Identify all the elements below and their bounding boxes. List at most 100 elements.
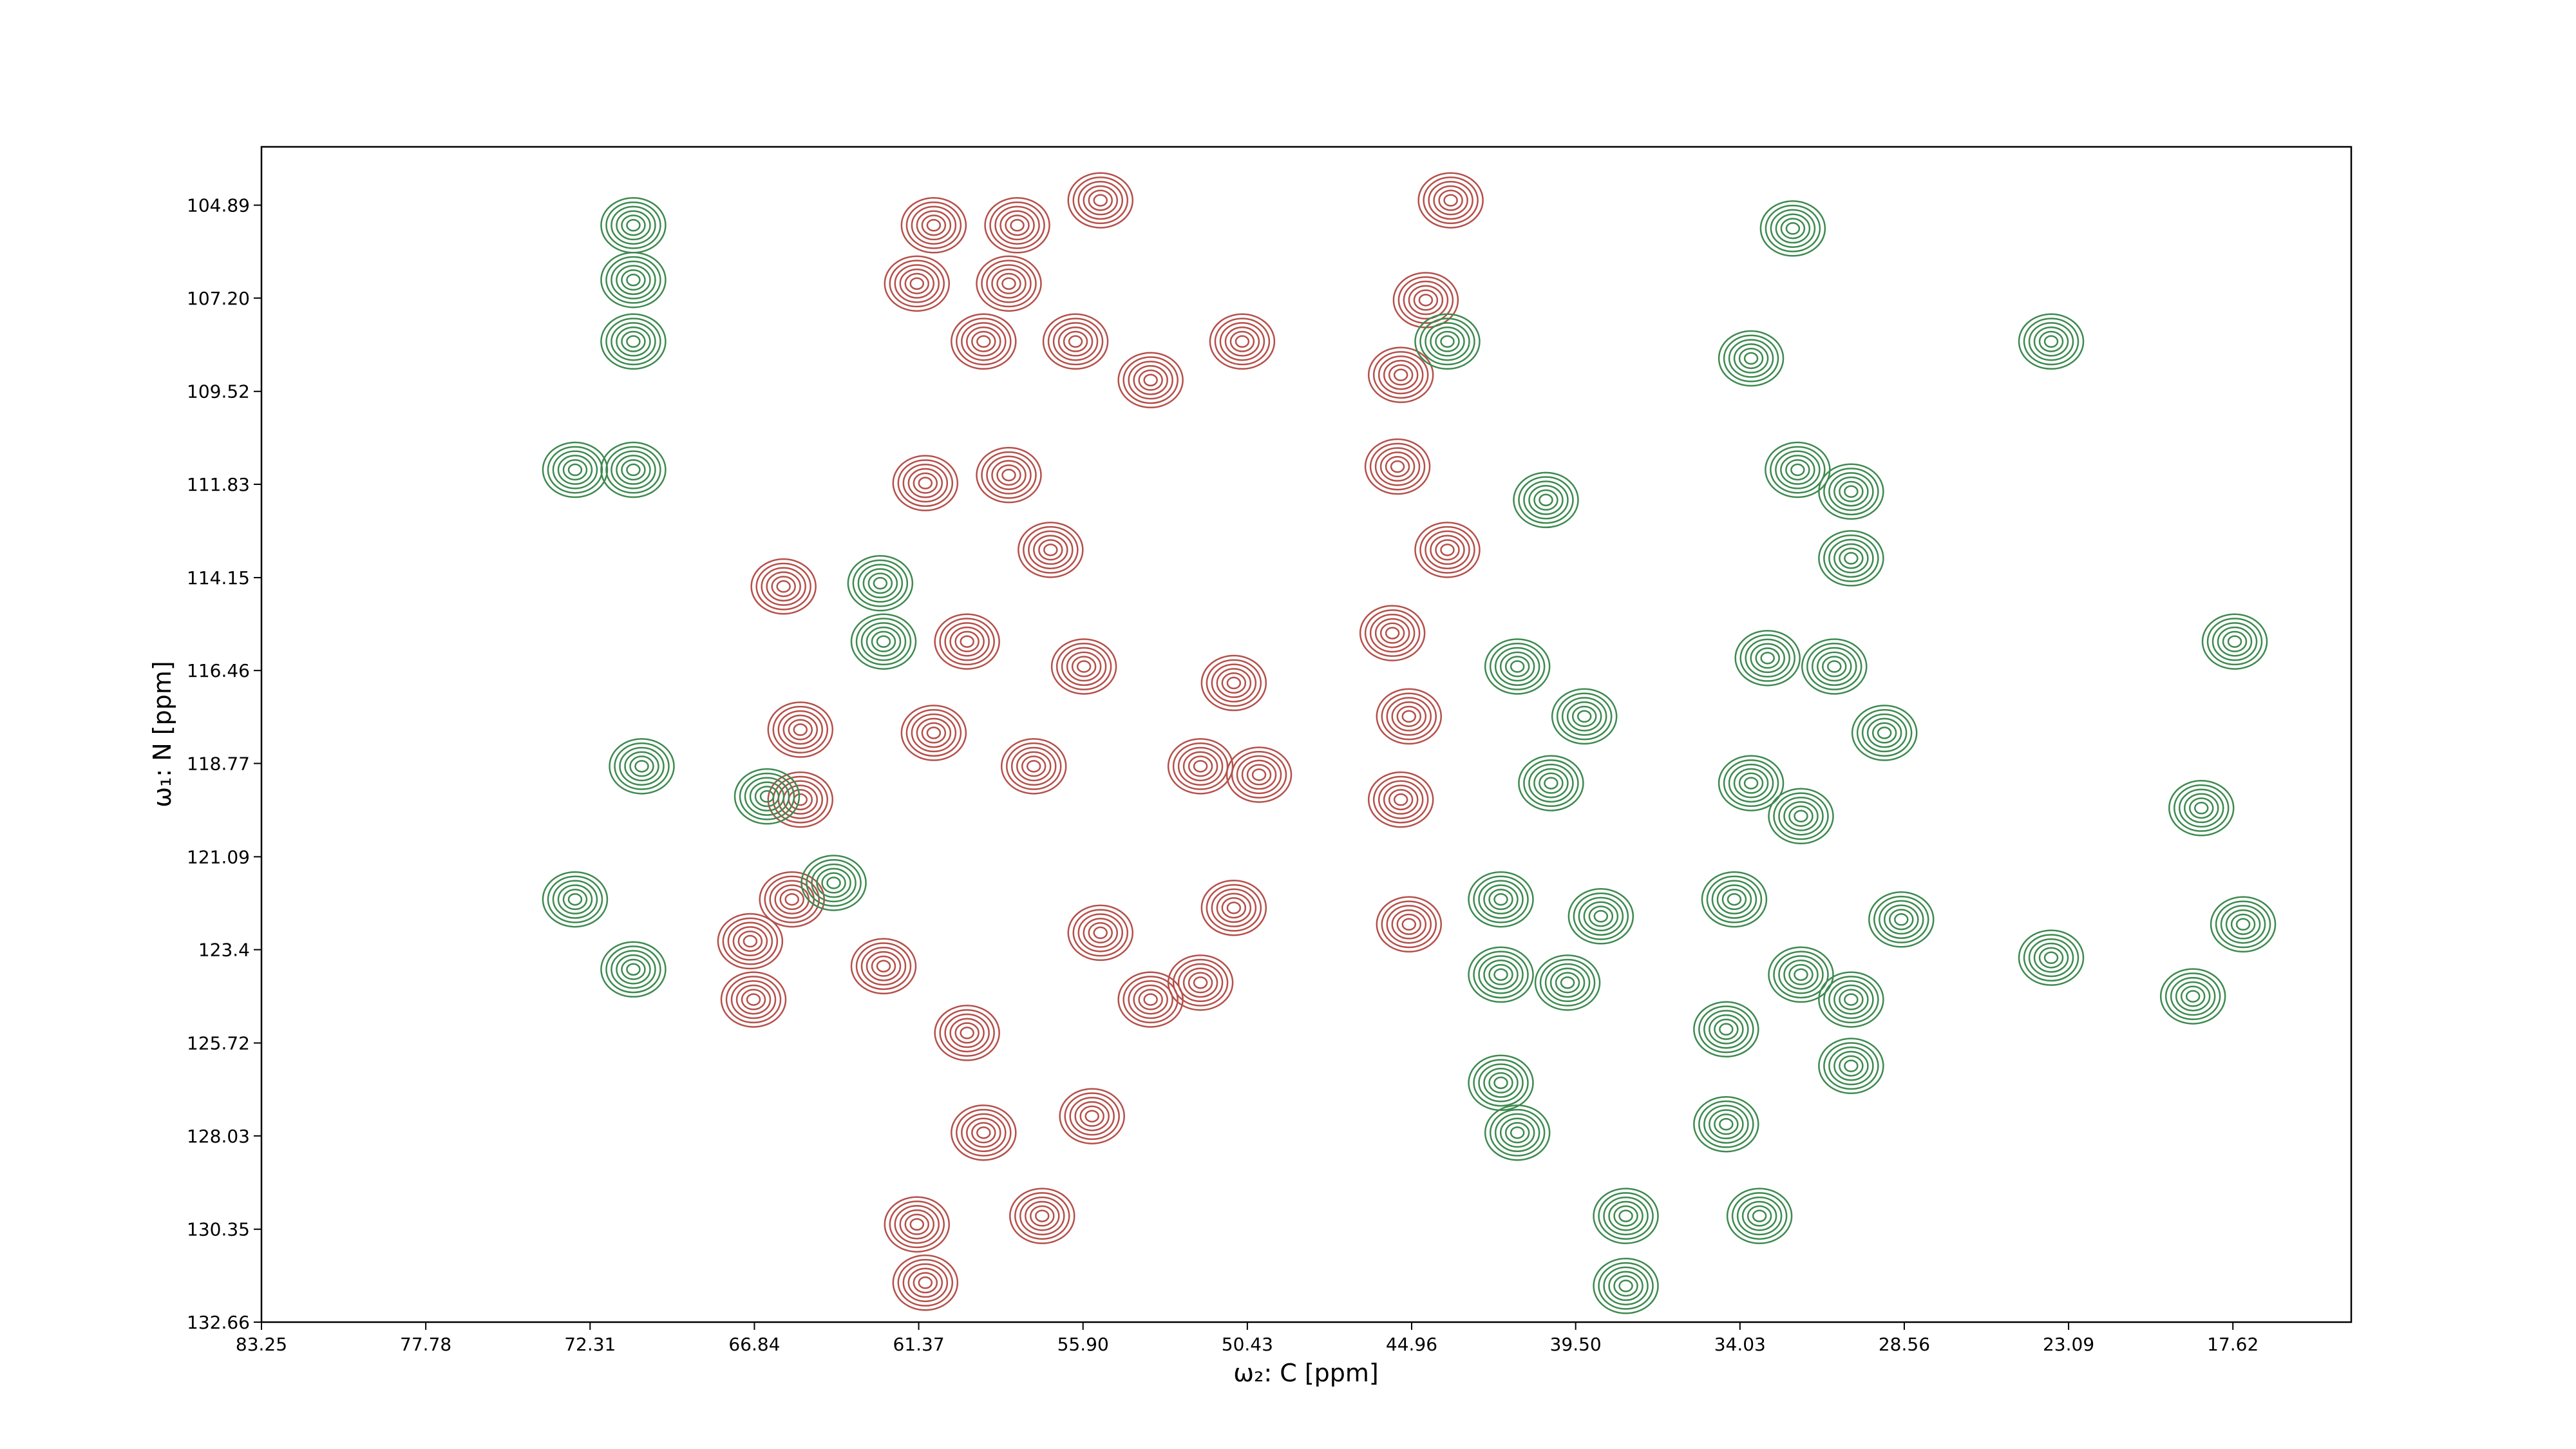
contour-ring (629, 755, 654, 777)
y-tick-label: 132.66 (187, 1312, 250, 1333)
contour-ring (1385, 627, 1400, 639)
contour-ring (2206, 618, 2263, 666)
contour-ring (2235, 918, 2251, 931)
contour-ring (1386, 697, 1432, 736)
contour-ring (605, 201, 661, 249)
contour-ring (1423, 176, 1479, 225)
contour-ring (905, 709, 962, 757)
contour-ring (737, 930, 763, 952)
contour-ring (944, 1013, 990, 1053)
contour-ring (1598, 1192, 1654, 1240)
contour-ring (1056, 642, 1112, 690)
contour-ring (1021, 755, 1046, 777)
contour-ring (1711, 880, 1757, 919)
contour-ring (1005, 214, 1030, 236)
contour-ring (1499, 651, 1535, 682)
contour-ring (1873, 895, 1929, 943)
contour-ring (1499, 1117, 1535, 1148)
contour-ring (2170, 976, 2216, 1016)
contour-ring (1555, 972, 1580, 994)
contour-ring (1372, 351, 1429, 399)
contour-ring (855, 618, 912, 666)
contour-ring (939, 1009, 995, 1057)
contour-ring (1566, 701, 1602, 732)
contour-ring (1385, 455, 1410, 478)
contour-ring (605, 446, 661, 494)
contour-ring (2018, 313, 2085, 370)
contour-ring (1765, 441, 1831, 498)
contour-ring (1833, 543, 1869, 574)
contour-ring (986, 264, 1032, 303)
contour-ring (772, 706, 829, 753)
contour-ring (1414, 313, 1481, 370)
contour-ring (784, 893, 799, 906)
contour-ring (1822, 656, 1847, 677)
contour-ring (1172, 958, 1229, 1007)
contour-ring (1785, 222, 1801, 235)
y-axis-label: ω₁: N [ppm] (148, 661, 176, 807)
contour-ring (755, 562, 811, 611)
contour-ring (999, 210, 1035, 241)
contour-ring (1823, 1042, 1879, 1090)
contour-ring (732, 926, 768, 956)
contour-ring (1733, 343, 1769, 374)
contour-ring (1698, 1100, 1754, 1148)
contour-ring (1727, 893, 1742, 906)
contour-ring (1071, 656, 1097, 677)
contour-ring (1050, 638, 1117, 695)
x-tick-label: 34.03 (1714, 1334, 1766, 1355)
contour-ring (866, 626, 902, 657)
contour-ring (600, 941, 667, 998)
contour-ring (1812, 647, 1857, 687)
contour-ring (1367, 346, 1434, 403)
contour-ring (897, 459, 954, 507)
contour-ring (1723, 334, 1779, 383)
contour-ring (1083, 918, 1119, 948)
contour-ring (1839, 989, 1864, 1010)
contour-ring (749, 781, 785, 812)
contour-ring (1839, 547, 1864, 569)
y-tick-label: 109.52 (187, 381, 250, 402)
contour-ring (956, 317, 1012, 366)
contour-ring (1435, 539, 1460, 561)
contour-ring (1005, 742, 1062, 790)
x-tick-label: 50.43 (1222, 1334, 1273, 1355)
contour-ring (567, 893, 583, 906)
contour-ring (2230, 913, 2256, 935)
contour-ring (1561, 697, 1607, 736)
contour-ring (971, 1122, 996, 1144)
contour-ring (1770, 446, 1826, 494)
contour-ring (788, 719, 813, 741)
contour-ring (1378, 355, 1424, 395)
contour-ring (1128, 980, 1173, 1019)
contour-ring (1844, 993, 1859, 1006)
contour-ring (743, 934, 758, 948)
contour-ring (1844, 1059, 1859, 1072)
contour-ring (1079, 1105, 1104, 1127)
contour-ring (626, 335, 641, 348)
contour-ring (911, 713, 957, 753)
contour-ring (1419, 526, 1475, 574)
contour-ring (1057, 326, 1094, 357)
x-tick-label: 17.62 (2207, 1334, 2259, 1355)
contour-ring (1167, 954, 1234, 1011)
contour-ring (1381, 692, 1437, 741)
contour-ring (2183, 793, 2219, 824)
contour-ring (1388, 364, 1414, 386)
contour-ring (900, 197, 967, 254)
contour-ring (1768, 946, 1834, 1003)
contour-ring (1718, 330, 1785, 387)
contour-ring (871, 630, 896, 652)
contour-ring (1759, 200, 1826, 257)
contour-ring (1018, 522, 1084, 578)
contour-ring (871, 955, 896, 977)
contour-ring (1376, 688, 1443, 745)
contour-ring (894, 1205, 940, 1244)
contour-ring (552, 450, 598, 489)
contour-ring (1177, 746, 1224, 786)
contour-ring (900, 705, 967, 761)
contour-ring (816, 867, 851, 898)
contour-ring (2180, 985, 2206, 1007)
contour-ring (1401, 918, 1417, 931)
contour-ring (2222, 630, 2248, 652)
